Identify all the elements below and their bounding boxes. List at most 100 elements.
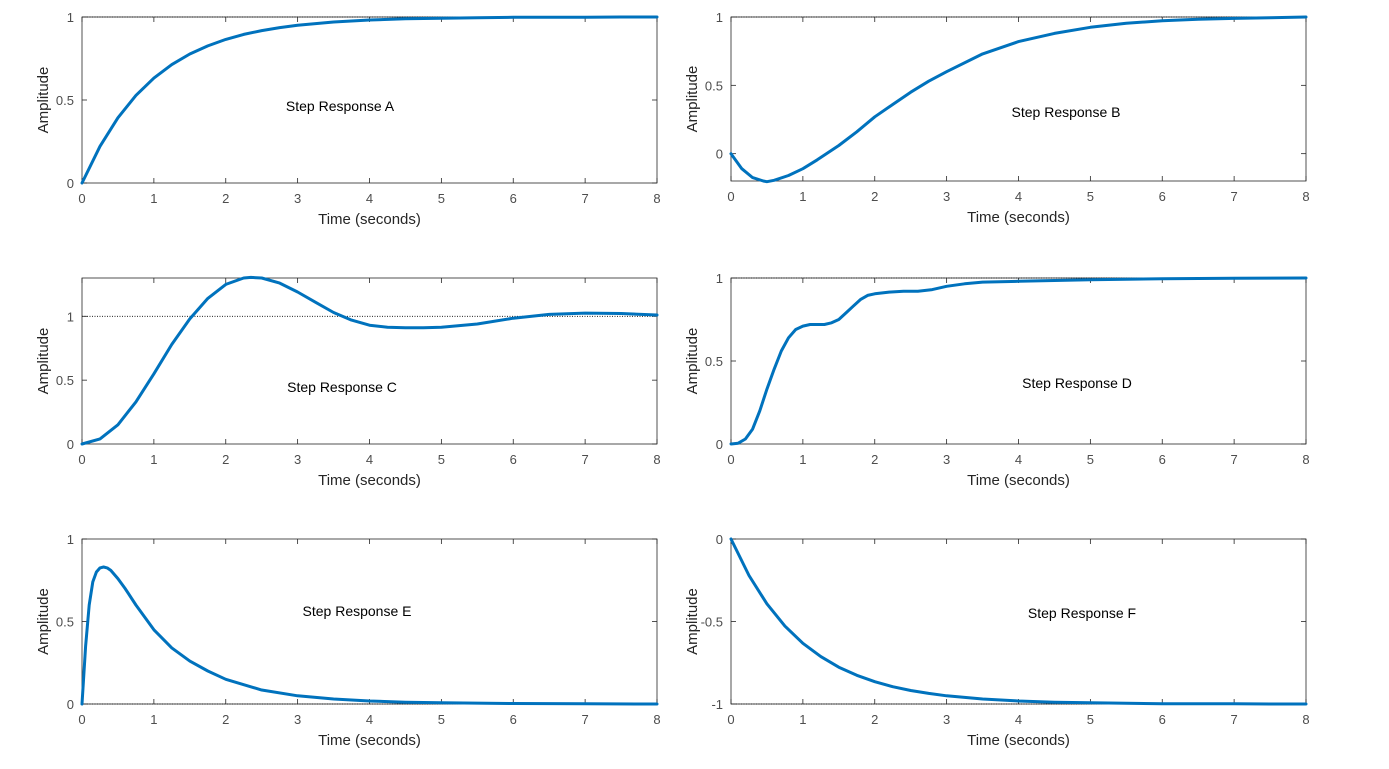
y-axis-label: Amplitude xyxy=(684,328,701,395)
chart-annotation: Step Response A xyxy=(286,98,395,114)
x-tick-label: 3 xyxy=(943,712,950,727)
x-tick-label: 4 xyxy=(1015,712,1022,727)
x-tick-label: 1 xyxy=(150,712,157,727)
axes-box xyxy=(81,277,658,445)
x-tick-label: 8 xyxy=(653,452,660,467)
y-tick-label: 0 xyxy=(716,437,723,452)
step-response-line xyxy=(80,565,659,706)
x-tick-label: 1 xyxy=(150,191,157,206)
x-tick-label: 4 xyxy=(366,191,373,206)
chart-panel: 0 1 2 3 4 5 6 7 8 0 0.5 1 Time (seconds) Amplitude Ste… xyxy=(35,532,661,749)
axes-box xyxy=(730,277,1307,445)
x-axis-label: Time (seconds) xyxy=(318,211,421,228)
x-tick-label: 6 xyxy=(510,712,517,727)
x-tick-label: 2 xyxy=(871,452,878,467)
y-tick-label: 0 xyxy=(67,697,74,712)
x-axis-label: Time (seconds) xyxy=(967,472,1070,489)
y-tick-label: -0.5 xyxy=(701,615,723,630)
x-tick-label: 5 xyxy=(438,712,445,727)
x-tick-label: 6 xyxy=(510,452,517,467)
x-tick-label: 6 xyxy=(1159,712,1166,727)
x-tick-label: 3 xyxy=(294,191,301,206)
x-tick-label: 5 xyxy=(438,452,445,467)
y-axis-label: Amplitude xyxy=(35,328,52,395)
x-tick-label: 0 xyxy=(727,452,734,467)
x-axis-label: Time (seconds) xyxy=(318,732,421,749)
x-tick-label: 2 xyxy=(871,712,878,727)
step-response-line xyxy=(80,275,659,446)
y-tick-label: -1 xyxy=(711,697,723,712)
y-axis-label: Amplitude xyxy=(684,588,701,655)
chart-annotation: Step Response C xyxy=(287,379,397,395)
x-tick-label: 4 xyxy=(366,712,373,727)
x-tick-label: 5 xyxy=(1087,712,1094,727)
chart-panel: 0 1 2 3 4 5 6 7 8 -1 -0.5 0 Time (seconds) Amplitude S… xyxy=(684,532,1310,749)
y-tick-label: 0 xyxy=(67,437,74,452)
x-tick-label: 6 xyxy=(1159,189,1166,204)
chart-annotation: Step Response F xyxy=(1028,605,1136,621)
x-tick-label: 8 xyxy=(1302,452,1309,467)
chart-panel: 0 1 2 3 4 5 6 7 8 0 0.5 1 Time (seconds) Amplitude Ste… xyxy=(684,271,1310,489)
x-tick-label: 3 xyxy=(943,189,950,204)
y-tick-label: 0.5 xyxy=(56,93,74,108)
y-tick-label: 0 xyxy=(67,176,74,191)
y-tick-label: 0.5 xyxy=(56,373,74,388)
axes-box xyxy=(81,16,658,184)
y-tick-label: 1 xyxy=(67,309,74,324)
x-tick-label: 8 xyxy=(653,191,660,206)
y-axis-label: Amplitude xyxy=(684,66,701,133)
x-tick-label: 5 xyxy=(438,191,445,206)
step-response-line xyxy=(729,537,1308,706)
x-tick-label: 0 xyxy=(78,712,85,727)
axes-box xyxy=(730,538,1307,705)
x-tick-label: 6 xyxy=(1159,452,1166,467)
x-tick-label: 4 xyxy=(1015,189,1022,204)
chart-annotation: Step Response B xyxy=(1012,104,1121,120)
step-response-line xyxy=(80,15,659,185)
y-tick-label: 1 xyxy=(67,10,74,25)
chart-panel: 0 1 2 3 4 5 6 7 8 0 0.5 1 Time (seconds) Amplitude Ste… xyxy=(684,10,1310,226)
x-axis-label: Time (seconds) xyxy=(967,209,1070,226)
y-tick-label: 0.5 xyxy=(705,78,723,93)
y-tick-label: 0.5 xyxy=(705,354,723,369)
x-tick-label: 0 xyxy=(78,452,85,467)
step-response-line xyxy=(729,15,1308,184)
step-response-line xyxy=(729,276,1308,446)
x-tick-label: 8 xyxy=(1302,189,1309,204)
axes-box xyxy=(81,538,658,705)
x-tick-label: 2 xyxy=(222,452,229,467)
x-tick-label: 4 xyxy=(1015,452,1022,467)
x-tick-label: 3 xyxy=(943,452,950,467)
x-tick-label: 3 xyxy=(294,452,301,467)
x-tick-label: 0 xyxy=(727,712,734,727)
chart-panel: 0 1 2 3 4 5 6 7 8 0 0.5 1 Time (seconds) Amplitude Ste… xyxy=(35,275,661,489)
x-tick-label: 1 xyxy=(799,189,806,204)
y-axis-label: Amplitude xyxy=(35,588,52,655)
x-tick-label: 8 xyxy=(653,712,660,727)
x-tick-label: 2 xyxy=(222,712,229,727)
x-tick-label: 7 xyxy=(1231,712,1238,727)
x-tick-label: 3 xyxy=(294,712,301,727)
x-tick-label: 2 xyxy=(222,191,229,206)
y-tick-label: 0 xyxy=(716,532,723,547)
y-tick-label: 1 xyxy=(67,532,74,547)
y-tick-label: 1 xyxy=(716,271,723,286)
chart-panel: 0 1 2 3 4 5 6 7 8 0 0.5 1 Time (seconds) Amplitude Ste… xyxy=(35,10,661,228)
x-tick-label: 7 xyxy=(582,452,589,467)
y-tick-label: 0.5 xyxy=(56,615,74,630)
x-tick-label: 6 xyxy=(510,191,517,206)
y-tick-label: 1 xyxy=(716,10,723,25)
x-tick-label: 7 xyxy=(1231,452,1238,467)
x-tick-label: 1 xyxy=(799,712,806,727)
x-tick-label: 1 xyxy=(150,452,157,467)
x-axis-label: Time (seconds) xyxy=(967,732,1070,749)
y-axis-label: Amplitude xyxy=(35,67,52,134)
y-tick-label: 0 xyxy=(716,147,723,162)
x-tick-label: 7 xyxy=(582,712,589,727)
x-tick-label: 0 xyxy=(78,191,85,206)
x-tick-label: 7 xyxy=(1231,189,1238,204)
x-tick-label: 7 xyxy=(582,191,589,206)
chart-annotation: Step Response D xyxy=(1022,375,1132,391)
x-tick-label: 4 xyxy=(366,452,373,467)
